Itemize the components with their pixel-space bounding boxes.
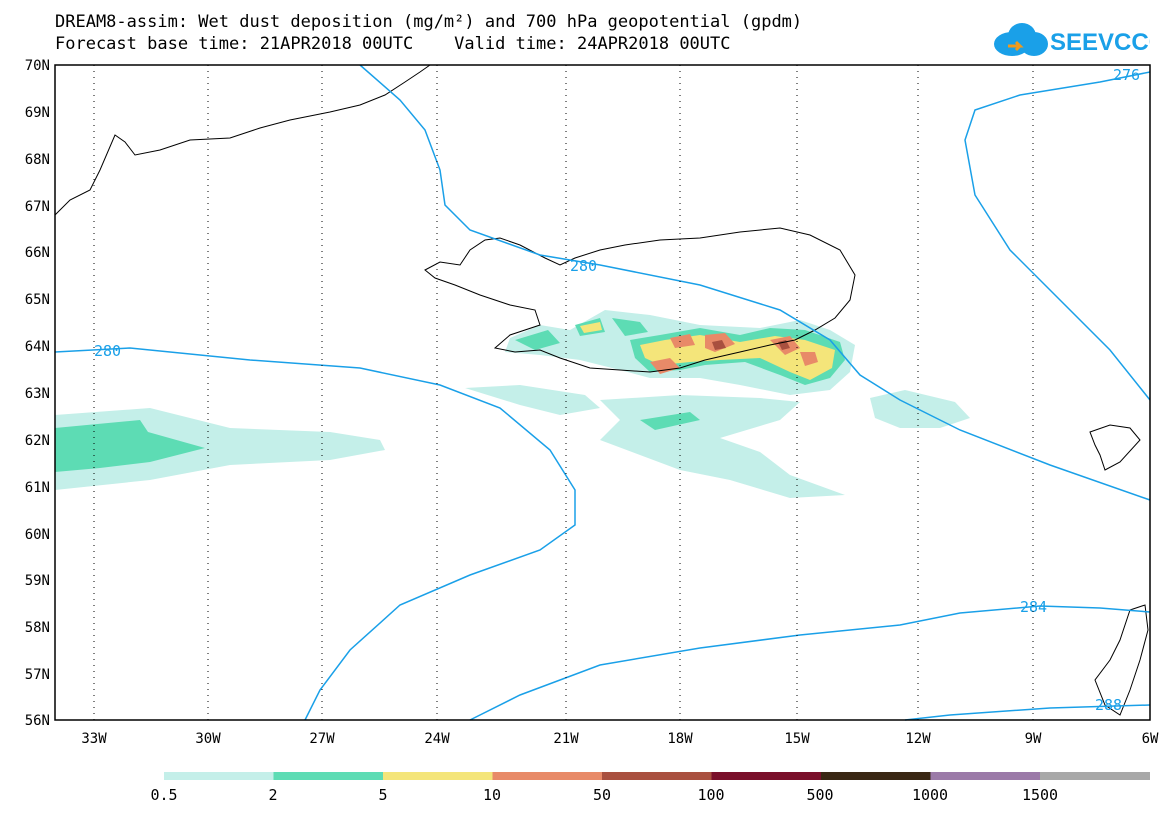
legend-swatch [383,772,493,780]
cloud-icon [994,23,1048,56]
lon-label: 12W [905,731,931,747]
greenland-coast [54,64,431,216]
lat-label: 69N [25,105,50,121]
legend-swatch [930,772,1041,780]
legend-label: 2 [268,786,277,804]
lat-label: 65N [25,292,50,308]
contour-280-south [54,347,576,721]
contour-label: 284 [1020,598,1047,616]
lat-label: 68N [25,152,50,168]
legend-label: 1000 [912,786,948,804]
legend-swatch [821,772,931,780]
lon-label: 33W [81,731,107,747]
coastlines [54,64,1149,716]
lon-label: 30W [195,731,221,747]
lat-label: 63N [25,386,50,402]
dust-area-iceland-yellow [580,322,835,380]
lon-label: 27W [309,731,335,747]
faroe-coast [1089,424,1141,471]
lat-label: 58N [25,620,50,636]
map-title: DREAM8-assim: Wet dust deposition (mg/m²… [55,12,803,32]
contour-284 [469,605,1151,721]
dust-area-south-core [640,412,700,430]
legend-swatch [711,772,822,780]
lat-label: 57N [25,667,50,683]
lon-label: 6W [1142,731,1159,747]
lat-label: 61N [25,480,50,496]
legend-swatch [492,772,603,780]
map-frame [54,64,1151,721]
seevccc-logo: SEEVCCC [994,23,1150,56]
dust-area-west-core [55,420,205,472]
map-subtitle: Forecast base time: 21APR2018 00UTC Vali… [55,34,731,54]
legend-label: 50 [593,786,611,804]
legend-swatch [602,772,712,780]
dust-area-south [600,395,845,498]
contour-288 [904,704,1151,721]
contour-280-north [359,64,1151,501]
contour-label: 280 [570,257,597,275]
lat-label: 62N [25,433,50,449]
contour-276 [964,71,1151,401]
lat-label: 66N [25,245,50,261]
logo-text: SEEVCCC [1050,29,1150,56]
legend-swatch [164,772,274,780]
lon-label: 21W [553,731,579,747]
latitude-labels: 70N 69N 68N 67N 66N 65N 64N 63N 62N 61N … [25,58,50,729]
longitude-labels: 33W 30W 27W 24W 21W 18W 15W 12W 9W 6W [81,731,1159,747]
contour-label: 276 [1113,66,1140,84]
color-legend [164,772,1150,780]
lon-label: 9W [1025,731,1042,747]
dust-area-east [870,390,970,428]
contour-label: 280 [94,342,121,360]
legend-label: 500 [806,786,833,804]
legend-swatch [1040,772,1150,780]
scotland-coast [1094,604,1149,716]
legend-label: 10 [483,786,501,804]
dust-area-iceland-brown [712,340,790,350]
lat-label: 56N [25,713,50,729]
legend-label: 0.5 [150,786,177,804]
dust-deposition-shading [55,310,970,498]
contour-label: 288 [1095,696,1122,714]
lat-label: 60N [25,527,50,543]
lat-label: 70N [25,58,50,74]
dust-area-iceland-orange [650,333,818,374]
lon-label: 18W [667,731,693,747]
lat-label: 64N [25,339,50,355]
legend-swatch [273,772,384,780]
lat-label: 67N [25,199,50,215]
legend-labels: 0.5 2 5 10 50 100 500 1000 1500 [150,786,1058,804]
lat-label: 59N [25,573,50,589]
legend-label: 100 [697,786,724,804]
dust-area-central [465,385,600,415]
geopotential-contours [54,64,1151,721]
lon-label: 24W [424,731,450,747]
legend-label: 5 [378,786,387,804]
lon-label: 15W [784,731,810,747]
legend-label: 1500 [1022,786,1058,804]
